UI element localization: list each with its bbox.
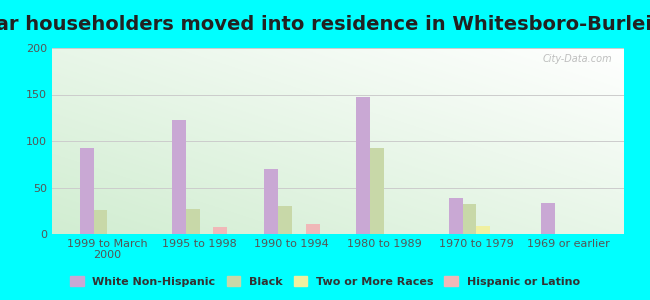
Bar bbox=[94, 210, 107, 234]
Bar bbox=[278, 206, 292, 234]
Bar bbox=[448, 198, 463, 234]
Bar bbox=[186, 209, 200, 234]
Bar bbox=[172, 120, 186, 234]
Bar bbox=[80, 148, 94, 234]
Bar bbox=[463, 204, 476, 234]
Text: City-Data.com: City-Data.com bbox=[543, 54, 612, 64]
Bar bbox=[213, 226, 228, 234]
Legend: White Non-Hispanic, Black, Two or More Races, Hispanic or Latino: White Non-Hispanic, Black, Two or More R… bbox=[66, 272, 584, 291]
Bar bbox=[370, 148, 384, 234]
Bar bbox=[541, 203, 555, 234]
Bar bbox=[356, 97, 370, 234]
Bar bbox=[306, 224, 320, 234]
Bar bbox=[264, 169, 278, 234]
Text: Year householders moved into residence in Whitesboro-Burleigh: Year householders moved into residence i… bbox=[0, 15, 650, 34]
Bar bbox=[476, 226, 490, 234]
